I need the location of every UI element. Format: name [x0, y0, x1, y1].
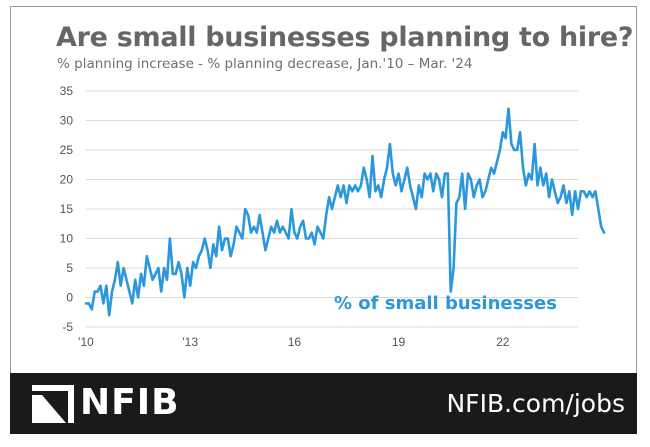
- y-tick-label: -5: [62, 320, 73, 334]
- y-tick-label: 5: [66, 261, 73, 275]
- series-line: [84, 107, 606, 317]
- chart-title: Are small businesses planning to hire?: [56, 22, 634, 53]
- x-tick-label: '13: [182, 335, 198, 349]
- x-tick-label: 16: [288, 335, 302, 349]
- series-label: % of small businesses: [334, 293, 557, 314]
- y-tick-label: 10: [60, 232, 74, 246]
- y-tick-label: 25: [60, 143, 74, 157]
- nfib-logo-text: NFIB: [80, 382, 180, 423]
- nfib-jobs-link[interactable]: NFIB.com/jobs: [446, 389, 625, 418]
- chart-frame: [10, 6, 637, 434]
- nfib-logo-icon: [32, 385, 74, 423]
- y-tick-label: 15: [60, 202, 74, 216]
- y-tick-label: 35: [60, 84, 74, 98]
- y-tick-label: 20: [60, 173, 74, 187]
- y-tick-label: 30: [60, 114, 74, 128]
- x-tick-label: 19: [392, 335, 406, 349]
- x-tick-label: 22: [496, 335, 510, 349]
- footer-bar: NFIB NFIB.com/jobs: [10, 373, 637, 434]
- chart-subtitle: % planning increase - % planning decreas…: [57, 56, 473, 72]
- y-tick-label: 0: [66, 291, 73, 305]
- x-tick-label: '10: [78, 335, 94, 349]
